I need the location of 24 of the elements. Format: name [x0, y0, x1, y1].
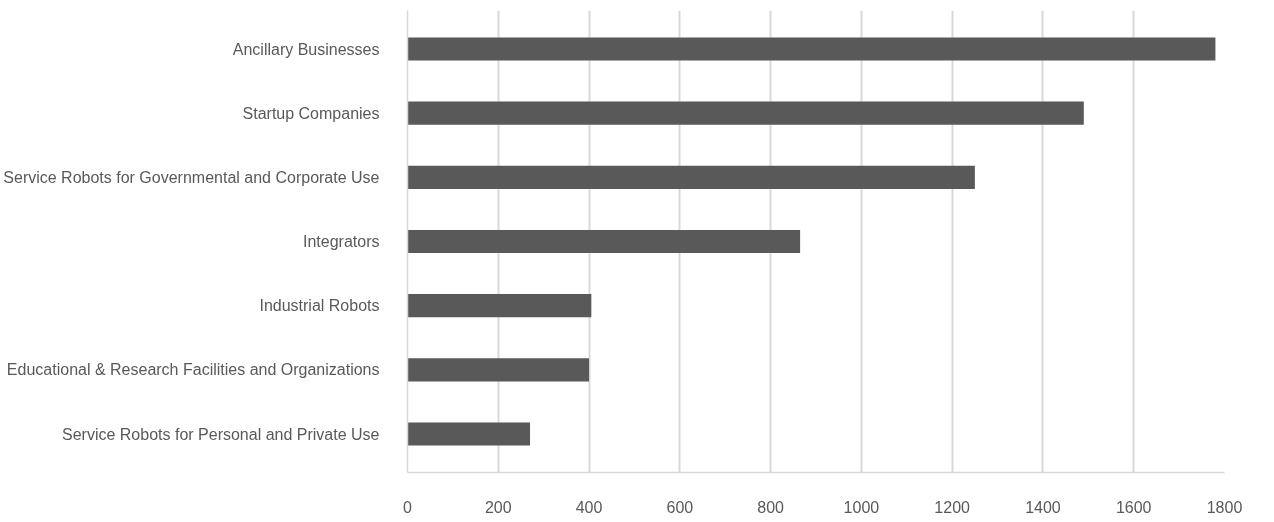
- x-tick-label: 600: [666, 498, 694, 516]
- x-tick-label: 1600: [1115, 498, 1152, 516]
- bar: [407, 165, 975, 189]
- y-tick-label: Educational & Research Facilities and Organizations: [6, 361, 380, 379]
- x-tick-label: 400: [575, 498, 603, 516]
- x-tick-label: 200: [484, 498, 512, 516]
- bar: [407, 358, 590, 382]
- x-tick-label: 1000: [843, 498, 880, 516]
- bar: [407, 229, 801, 254]
- x-tick-label: 0: [403, 498, 413, 516]
- y-tick-label: Industrial Robots: [259, 297, 380, 315]
- x-tick-label: 800: [757, 498, 785, 516]
- bar: [407, 101, 1084, 125]
- y-tick-label: Startup Companies: [242, 104, 380, 122]
- bar: [407, 422, 531, 446]
- x-tick-label: 1800: [1206, 498, 1243, 516]
- y-tick-label: Service Robots for Personal and Private Use: [62, 425, 380, 443]
- y-tick-label: Ancillary Businesses: [232, 40, 380, 58]
- y-tick-label: Service Robots for Governmental and Corporate Use: [3, 168, 380, 186]
- bar: [407, 37, 1216, 61]
- y-tick-label: Integrators: [303, 233, 380, 250]
- x-tick-label: 1200: [934, 498, 971, 516]
- x-tick-label: 1400: [1025, 498, 1061, 516]
- bar: [407, 294, 592, 318]
